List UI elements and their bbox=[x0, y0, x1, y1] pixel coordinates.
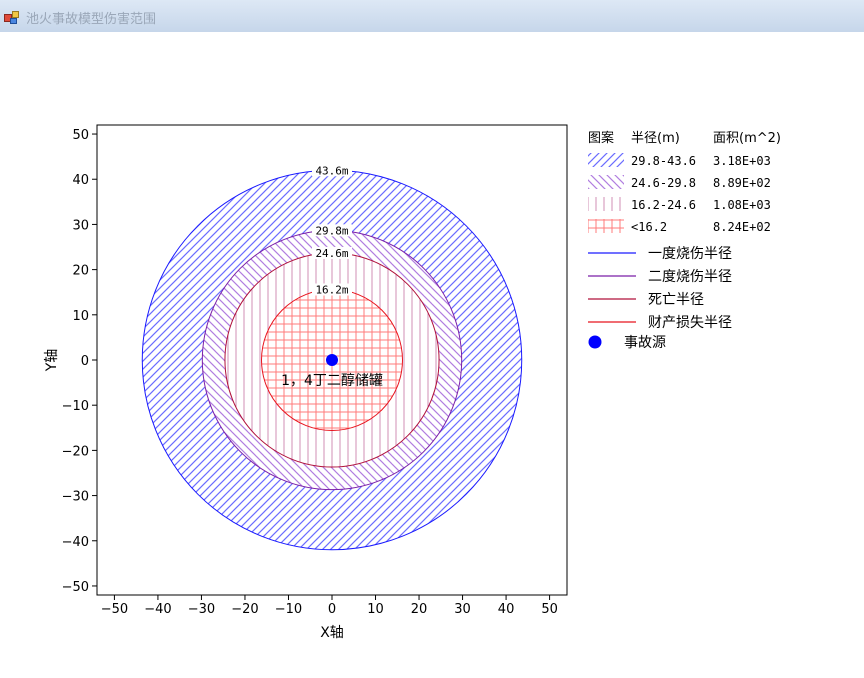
app-icon bbox=[4, 11, 19, 24]
y-tick-label-4: 10 bbox=[72, 309, 89, 324]
legend-range-3: 16.2-24.6 bbox=[631, 198, 696, 212]
legend-swatch-3 bbox=[588, 197, 624, 211]
legend-area-2: 8.89E+02 bbox=[713, 176, 771, 190]
radius-label-1: 43.6m bbox=[315, 164, 348, 177]
y-tick-label-8: −30 bbox=[62, 490, 89, 505]
legend-range-4: <16.2 bbox=[631, 220, 667, 234]
legend-swatch-4 bbox=[588, 219, 624, 233]
legend-area-1: 3.18E+03 bbox=[713, 154, 771, 168]
legend-range-1: 29.8-43.6 bbox=[631, 154, 696, 168]
y-tick-label-6: −10 bbox=[62, 399, 89, 414]
legend-range-2: 24.6-29.8 bbox=[631, 176, 696, 190]
x-axis-label: X轴 bbox=[320, 625, 344, 641]
y-tick-label-3: 20 bbox=[72, 264, 89, 279]
legend-header-area: 面积(m^2) bbox=[713, 131, 781, 146]
radius-label-2: 29.8m bbox=[315, 224, 348, 237]
radius-label-bg-1 bbox=[312, 164, 352, 177]
legend-area-3: 1.08E+03 bbox=[713, 198, 771, 212]
legend-swatch-2 bbox=[588, 175, 624, 189]
y-tick-label-7: −20 bbox=[62, 444, 89, 459]
legend-header-radius: 半径(m) bbox=[631, 131, 680, 146]
y-axis-label: Y轴 bbox=[44, 349, 60, 373]
radius-label-4: 16.2m bbox=[315, 284, 348, 297]
radius-label-3: 24.6m bbox=[315, 247, 348, 260]
radius-label-bg-2 bbox=[312, 224, 352, 237]
y-tick-label-5: 0 bbox=[81, 354, 89, 369]
legend-line-label-1: 一度烧伤半径 bbox=[648, 246, 732, 262]
radius-label-bg-3 bbox=[312, 246, 352, 259]
legend-area-4: 8.24E+02 bbox=[713, 220, 771, 234]
y-tick-label-2: 30 bbox=[72, 218, 89, 233]
legend: 图案 半径(m) 面积(m^2) 29.8-43.6 3.18E+03 24.6-29.8… bbox=[588, 131, 781, 351]
x-tick-label-6: 10 bbox=[367, 602, 384, 617]
y-tick-label-10: −50 bbox=[62, 580, 89, 595]
x-tick-label-0: −50 bbox=[101, 602, 128, 617]
x-tick-label-4: −10 bbox=[275, 602, 302, 617]
x-tick-label-8: 30 bbox=[454, 602, 471, 617]
title-bar: 池火事故模型伤害范围 bbox=[0, 0, 864, 32]
damage-range-chart: 43.6m 29.8m 24.6m 16.2m −50 −40 −30 −20 −10 0 10 2… bbox=[44, 124, 781, 641]
legend-header-pattern: 图案 bbox=[588, 131, 614, 146]
legend-line-label-4: 财产损失半径 bbox=[648, 315, 732, 331]
y-axis: 50 40 30 20 10 0 −10 −20 −30 −40 −50 bbox=[62, 128, 97, 595]
legend-source-dot bbox=[588, 335, 602, 349]
x-tick-label-3: −20 bbox=[231, 602, 258, 617]
accident-source: 1，4丁二醇储罐 bbox=[281, 354, 383, 389]
x-tick-label-9: 40 bbox=[498, 602, 515, 617]
x-tick-label-2: −30 bbox=[188, 602, 215, 617]
radius-labels: 43.6m 29.8m 24.6m 16.2m bbox=[312, 164, 352, 297]
x-axis: −50 −40 −30 −20 −10 0 10 20 30 40 50 bbox=[101, 595, 558, 617]
y-tick-label-0: 50 bbox=[72, 128, 89, 143]
x-tick-label-5: 0 bbox=[328, 602, 336, 617]
x-tick-label-1: −40 bbox=[144, 602, 171, 617]
x-tick-label-7: 20 bbox=[411, 602, 428, 617]
legend-source-label: 事故源 bbox=[624, 335, 666, 351]
legend-swatch-1 bbox=[588, 153, 624, 167]
y-tick-label-9: −40 bbox=[62, 535, 89, 550]
legend-line-label-3: 死亡半径 bbox=[648, 292, 704, 308]
legend-line-label-2: 二度烧伤半径 bbox=[648, 269, 732, 285]
x-tick-label-10: 50 bbox=[541, 602, 558, 617]
source-label: 1，4丁二醇储罐 bbox=[281, 372, 383, 389]
y-tick-label-1: 40 bbox=[72, 173, 89, 188]
radius-label-bg-4 bbox=[312, 283, 352, 296]
window-title: 池火事故模型伤害范围 bbox=[26, 12, 157, 27]
source-point bbox=[326, 354, 338, 366]
